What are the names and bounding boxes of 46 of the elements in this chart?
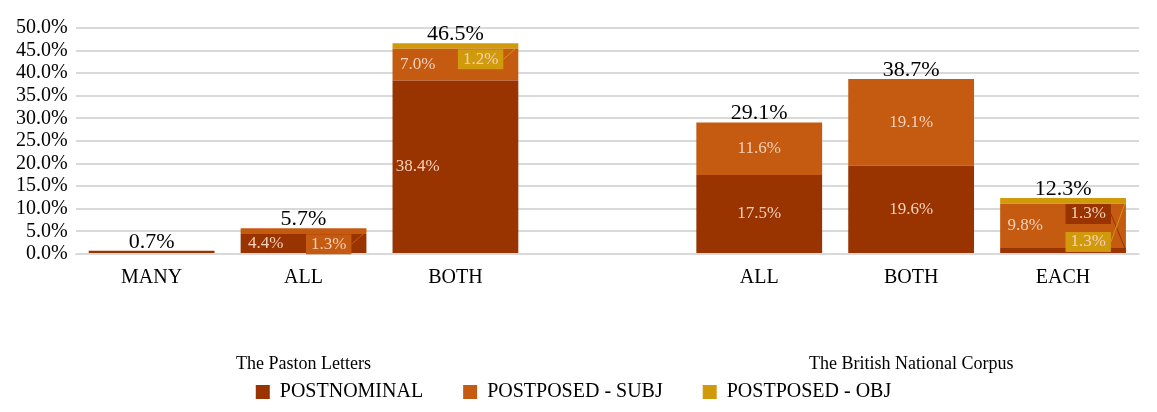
y-tick-label: 20.0% (15, 150, 68, 173)
y-tick-label: 45.0% (15, 37, 68, 60)
bar (392, 80, 519, 253)
y-tick-label: 15.0% (15, 173, 68, 196)
x-tick-label: ALL (739, 265, 779, 288)
x-tick-label: BOTH (883, 265, 939, 288)
y-tick-label: 5.0% (25, 218, 68, 241)
y-tick-label: 35.0% (15, 83, 68, 106)
data-label: 1.3% (1070, 203, 1106, 223)
total-label: 12.3% (1034, 174, 1092, 200)
data-label: 38.4% (395, 156, 440, 176)
legend-label: POSTNOMINAL (279, 379, 424, 402)
bar (696, 174, 823, 253)
x-tick-label: BOTH (428, 265, 483, 288)
bar (848, 165, 975, 253)
legend-label: POSTPOSED - OBJ (726, 379, 892, 402)
data-label: 11.6% (737, 138, 781, 158)
y-tick-label: 10.0% (15, 196, 68, 219)
bar (696, 122, 823, 175)
data-label: 19.1% (889, 111, 934, 131)
total-label: 5.7% (280, 205, 327, 231)
total-label: 29.1% (730, 99, 788, 125)
data-label: 1.3% (310, 233, 347, 253)
total-label: 46.5% (427, 20, 484, 46)
data-label: 19.6% (889, 198, 934, 218)
data-label: 9.8% (1007, 215, 1044, 235)
bar (88, 250, 215, 253)
text: The Paston Letters (236, 352, 371, 373)
total-label: 38.7% (882, 55, 940, 81)
data-label: 7.0% (399, 54, 436, 74)
legend-label: POSTPOSED - SUBJ (487, 379, 663, 402)
y-tick-label: 0.0% (25, 241, 68, 264)
data-label: 1.3% (1070, 231, 1106, 251)
y-tick-label: 40.0% (15, 60, 68, 83)
total-label: 0.7% (128, 227, 175, 253)
y-tick-label: 25.0% (15, 128, 68, 151)
data-label: 4.4% (248, 233, 284, 253)
x-tick-label: EACH (1035, 265, 1091, 288)
x-tick-label: MANY (121, 265, 183, 288)
y-tick-label: 50.0% (15, 15, 68, 38)
data-label: 1.2% (462, 48, 499, 68)
y-tick-label: 30.0% (15, 105, 68, 128)
data-label: 17.5% (737, 203, 782, 223)
bar (848, 79, 975, 166)
x-tick-label: ALL (284, 265, 323, 288)
text: The British National Corpus (808, 352, 1014, 373)
